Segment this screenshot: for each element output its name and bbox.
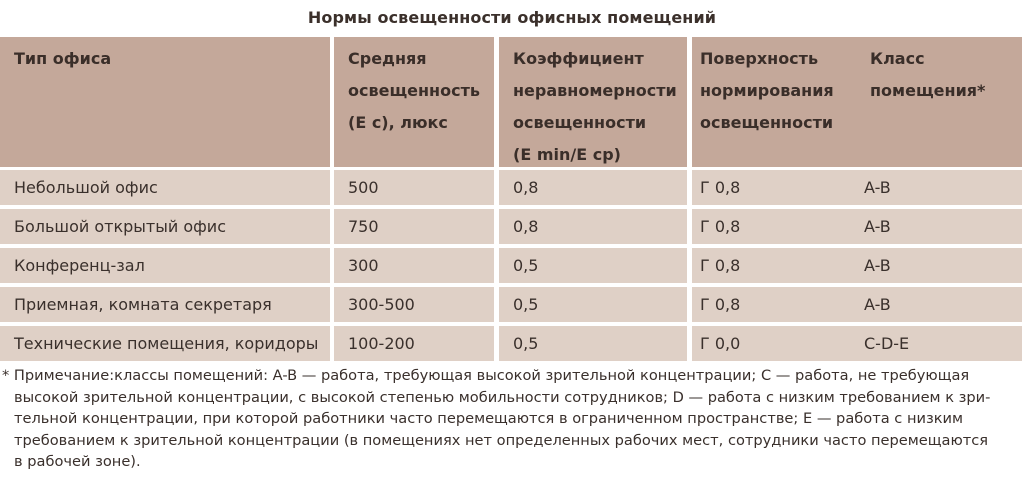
cell-avg-illuminance: 500 <box>334 170 494 205</box>
cell-office-type: Приемная, комната секретаря <box>0 287 330 322</box>
cell-surface: Г 0,8 <box>700 217 741 236</box>
header-surface-class-group: Поверхность нормирования освещенности Кл… <box>692 37 1022 167</box>
cell-class: C-D-E <box>864 334 910 353</box>
footnote-line: тельной концентрации, при которой работн… <box>14 410 964 427</box>
cell-office-type: Большой открытый офис <box>0 209 330 244</box>
cell-surface: Г 0,8 <box>700 256 741 275</box>
cell-uniformity: 0,5 <box>499 326 687 361</box>
header-room-class: Класс помещения* <box>870 49 986 100</box>
header-normalization-surface: Поверхность нормирования освещенности <box>700 49 834 132</box>
cell-class: A-B <box>864 295 891 314</box>
cell-avg-illuminance: 300-500 <box>334 287 494 322</box>
cell-office-type: Конференц-зал <box>0 248 330 283</box>
cell-surface: Г 0,0 <box>700 334 741 353</box>
cell-class: A-B <box>864 178 891 197</box>
cell-avg-illuminance: 300 <box>334 248 494 283</box>
footnote: * Примечание:классы помещений: A-B — раб… <box>2 365 1020 473</box>
cell-surface-class: Г 0,8 A-B <box>692 287 1022 322</box>
footnote-line: в рабочей зоне). <box>14 453 141 470</box>
cell-uniformity: 0,5 <box>499 287 687 322</box>
cell-surface-class: Г 0,8 A-B <box>692 170 1022 205</box>
cell-office-type: Технические помещения, коридоры <box>0 326 330 361</box>
cell-avg-illuminance: 750 <box>334 209 494 244</box>
cell-surface: Г 0,8 <box>700 178 741 197</box>
cell-uniformity: 0,8 <box>499 170 687 205</box>
footnote-line: * Примечание:классы помещений: A-B — раб… <box>2 367 970 384</box>
cell-class: A-B <box>864 217 891 236</box>
footnote-line: высокой зрительной концентрации, с высок… <box>14 388 991 406</box>
cell-class: A-B <box>864 256 891 275</box>
cell-surface-class: Г 0,0 C-D-E <box>692 326 1022 361</box>
cell-surface-class: Г 0,8 A-B <box>692 209 1022 244</box>
cell-surface: Г 0,8 <box>700 295 741 314</box>
footnote-line: требованием к зрительной концентрации (в… <box>14 431 989 449</box>
cell-uniformity: 0,5 <box>499 248 687 283</box>
cell-avg-illuminance: 100-200 <box>334 326 494 361</box>
header-uniformity-coefficient: Коэффициент неравномерности освещенности… <box>499 37 687 167</box>
header-avg-illuminance: Средняя освещенность (E с), люкс <box>334 37 494 167</box>
table-title: Нормы освещенности офисных помещений <box>307 8 717 27</box>
cell-uniformity: 0,8 <box>499 209 687 244</box>
cell-surface-class: Г 0,8 A-B <box>692 248 1022 283</box>
cell-office-type: Небольшой офис <box>0 170 330 205</box>
header-office-type: Тип офиса <box>0 37 330 167</box>
